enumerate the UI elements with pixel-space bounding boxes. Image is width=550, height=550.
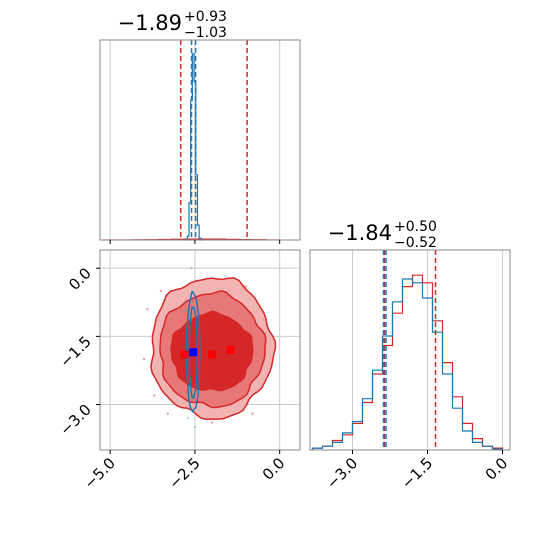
- joint-red-marker-0: [180, 350, 189, 359]
- joint-red-scatter-point-5: [142, 357, 146, 361]
- joint-xtick-label-0: −5.0: [81, 454, 119, 492]
- joint-xtick-label-2: 0.0: [259, 454, 289, 484]
- joint-red-marker-1: [207, 350, 216, 359]
- joint-blue-scatter-point-1: [193, 426, 197, 429]
- joint-red-scatter-point-6: [159, 289, 163, 293]
- right-blue-histogram: [311, 278, 504, 450]
- joint-blue-scatter-point-3: [186, 416, 190, 420]
- joint-red-scatter-point-1: [153, 394, 156, 397]
- joint-blue-contour-inner: [188, 305, 198, 400]
- right-title-upper-error: +0.50: [394, 219, 437, 235]
- right-xtick-label-0: −3.0: [323, 454, 361, 492]
- joint-red-scatter-point-2: [166, 412, 169, 415]
- top-blue-histogram: [185, 53, 203, 241]
- right-xtick-label-2: 0.0: [482, 454, 512, 484]
- right-xtick-label-1: −1.5: [398, 454, 436, 492]
- right-red-histogram: [311, 274, 504, 450]
- joint-xtick-label-1: −2.5: [165, 454, 203, 492]
- joint-ytick-label-0: 0.0: [65, 264, 95, 294]
- joint-red-marker-2: [226, 346, 235, 354]
- joint-red-scatter-point-9: [210, 421, 214, 424]
- joint-ytick-label-2: −3.0: [56, 401, 94, 439]
- right-panel-frame: [309, 249, 511, 451]
- joint-red-scatter-point-7: [244, 285, 247, 288]
- joint-blue-marker-0: [189, 348, 198, 357]
- top-panel-frame: [99, 39, 301, 241]
- top-title-value: −1.89: [118, 11, 182, 35]
- joint-red-scatter-point-0: [146, 307, 149, 311]
- top-title-upper-error: +0.93: [184, 9, 227, 25]
- joint-ytick-label-1: −1.5: [56, 332, 94, 370]
- joint-blue-scatter-point-0: [190, 266, 193, 270]
- top-title-lower-error: −1.03: [184, 25, 227, 41]
- right-title-lower-error: −0.52: [394, 235, 437, 251]
- joint-red-scatter-point-8: [251, 412, 254, 415]
- right-title-value: −1.84: [328, 221, 392, 245]
- joint-panel-frame: [99, 249, 301, 451]
